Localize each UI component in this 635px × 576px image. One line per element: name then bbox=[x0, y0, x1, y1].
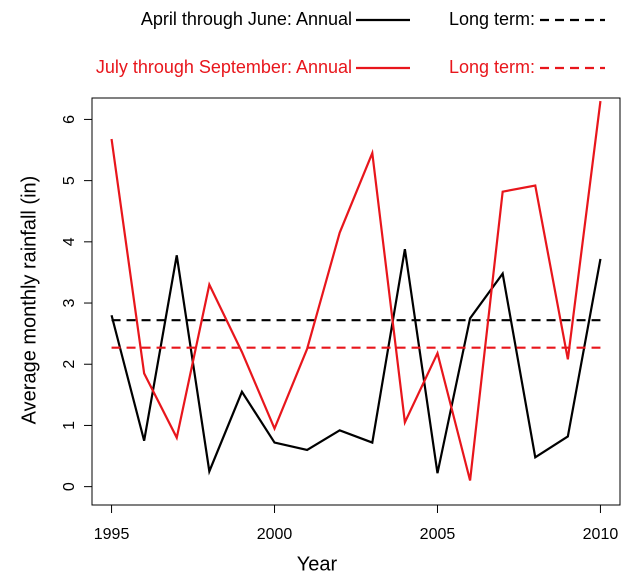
legend-label: July through September: Annual bbox=[96, 57, 352, 77]
data-line bbox=[110, 100, 602, 481]
x-tick-label: 2005 bbox=[420, 526, 456, 543]
y-tick-label: 6 bbox=[61, 115, 78, 124]
legend-label: Long term: bbox=[449, 57, 535, 77]
y-tick-label: 3 bbox=[61, 298, 78, 307]
x-tick-label: 1995 bbox=[94, 526, 130, 543]
y-tick-label: 2 bbox=[61, 360, 78, 369]
y-axis-label: Average monthly rainfall (in) bbox=[18, 176, 40, 425]
plot-area bbox=[110, 100, 602, 481]
x-tick-label: 2000 bbox=[257, 526, 293, 543]
legend-label: April through June: Annual bbox=[141, 9, 352, 29]
y-tick-label: 0 bbox=[61, 482, 78, 491]
legend-label: Long term: bbox=[449, 9, 535, 29]
x-axis-label: Year bbox=[297, 553, 338, 575]
y-tick-label: 1 bbox=[61, 421, 78, 430]
data-line bbox=[110, 248, 602, 476]
y-tick-label: 4 bbox=[61, 237, 78, 246]
y-tick-label: 5 bbox=[61, 176, 78, 185]
x-tick-label: 2010 bbox=[583, 526, 619, 543]
plot-frame bbox=[91, 97, 621, 506]
